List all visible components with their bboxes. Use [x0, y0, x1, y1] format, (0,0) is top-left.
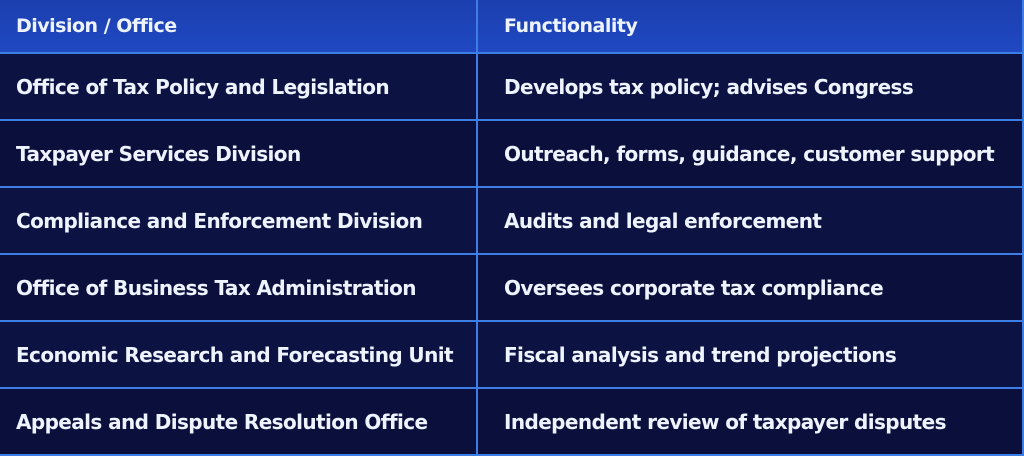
functionality-cell: Oversees corporate tax compliance: [477, 254, 1024, 322]
functionality-cell: Fiscal analysis and trend projections: [477, 321, 1024, 389]
table-row: Compliance and Enforcement Division Audi…: [0, 187, 1024, 255]
functionality-cell: Audits and legal enforcement: [477, 187, 1024, 255]
division-cell: Office of Tax Policy and Legislation: [0, 53, 478, 121]
table-row: Economic Research and Forecasting Unit F…: [0, 321, 1024, 389]
table-row: Office of Tax Policy and Legislation Dev…: [0, 53, 1024, 121]
header-division-office: Division / Office: [0, 0, 478, 54]
table-row: Appeals and Dispute Resolution Office In…: [0, 388, 1024, 456]
table-header-row: Division / Office Functionality: [0, 0, 1024, 54]
functionality-cell: Outreach, forms, guidance, customer supp…: [477, 120, 1024, 188]
division-cell: Appeals and Dispute Resolution Office: [0, 388, 478, 456]
division-cell: Office of Business Tax Administration: [0, 254, 478, 322]
division-cell: Taxpayer Services Division: [0, 120, 478, 188]
header-functionality: Functionality: [477, 0, 1024, 54]
functionality-cell: Independent review of taxpayer disputes: [477, 388, 1024, 456]
division-cell: Compliance and Enforcement Division: [0, 187, 478, 255]
table-row: Office of Business Tax Administration Ov…: [0, 254, 1024, 322]
division-cell: Economic Research and Forecasting Unit: [0, 321, 478, 389]
functionality-cell: Develops tax policy; advises Congress: [477, 53, 1024, 121]
table-row: Taxpayer Services Division Outreach, for…: [0, 120, 1024, 188]
